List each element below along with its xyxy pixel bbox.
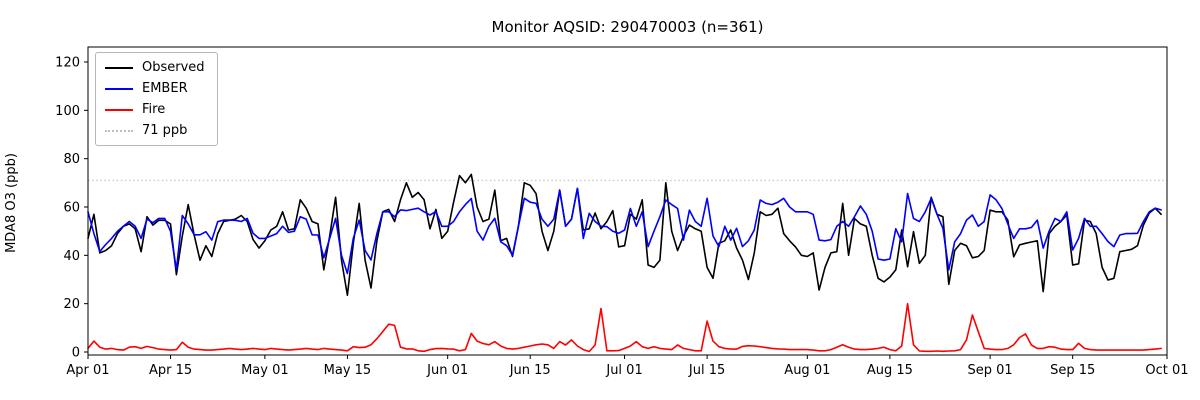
x-tick-label: May 01 (241, 363, 289, 378)
legend-label: 71 ppb (142, 123, 188, 138)
y-tick-label: 40 (63, 249, 80, 264)
axes-frame (87, 46, 1168, 356)
x-tick-label: Aug 15 (867, 363, 913, 378)
legend-item-observed: Observed (105, 60, 205, 75)
series-line-ember (87, 187, 1162, 275)
y-tick-label: 20 (63, 297, 80, 312)
x-tick-label: Sep 15 (1050, 363, 1095, 378)
ember-line-sample (105, 87, 133, 90)
x-tick-label: Apr 15 (149, 363, 192, 378)
series-line-fire (87, 302, 1162, 353)
legend-item-ember: EMBER (105, 81, 205, 96)
observed-line-sample (105, 66, 133, 69)
y-tick-label: 80 (63, 152, 80, 167)
legend-item-fire: Fire (105, 102, 205, 117)
x-tick-label: Aug 01 (784, 363, 830, 378)
legend-label: Fire (142, 102, 166, 117)
x-tick-label: May 15 (324, 363, 372, 378)
legend-item-threshold: 71 ppb (105, 123, 205, 138)
fire-line-sample (105, 108, 133, 111)
legend-label: EMBER (142, 81, 188, 96)
threshold-line-sample (105, 129, 133, 132)
legend-label: Observed (142, 60, 205, 75)
x-tick-label: Oct 01 (1145, 363, 1188, 378)
y-tick-label: 120 (55, 56, 80, 71)
chart-title: Monitor AQSID: 290470003 (n=361) (491, 18, 764, 36)
x-tick-label: Jun 01 (426, 363, 468, 378)
x-tick-label: Jul 01 (605, 363, 642, 378)
x-tick-label: Sep 01 (968, 363, 1013, 378)
y-tick-label: 60 (63, 201, 80, 216)
legend: Observed EMBER Fire 71 ppb (95, 52, 218, 146)
x-tick-label: Apr 01 (66, 363, 109, 378)
x-tick-label: Jun 15 (509, 363, 551, 378)
y-tick-label: 0 (72, 346, 80, 361)
series-line-observed (87, 173, 1162, 297)
x-tick-label: Jul 15 (688, 363, 725, 378)
y-tick-label: 100 (55, 104, 80, 119)
